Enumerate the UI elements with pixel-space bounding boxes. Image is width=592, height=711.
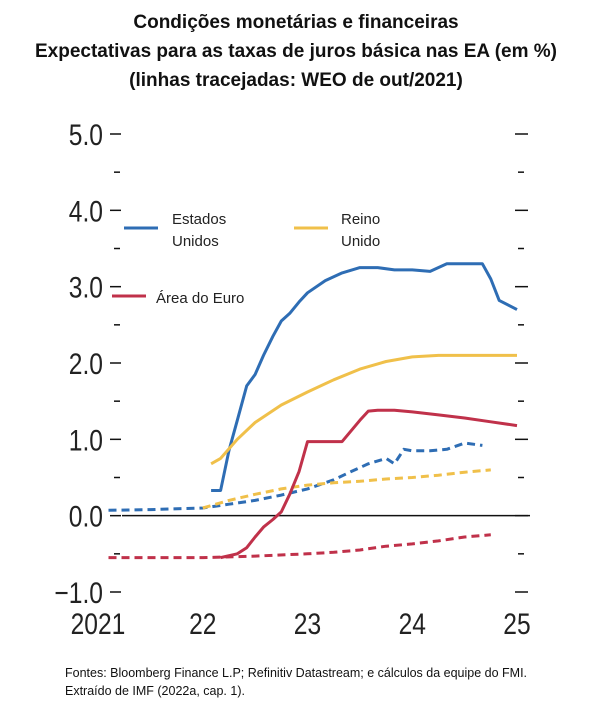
legend-label: Área do Euro [156, 290, 244, 307]
legend: Estados Unidos Reino Unido Área do Euro [112, 211, 380, 307]
source-note: Fontes: Bloomberg Finance L.P; Refinitiv… [65, 666, 528, 698]
series-line-reino-unido [210, 353, 517, 466]
legend-label-line: Reino [341, 211, 380, 228]
y-tick-label: 5.0 [69, 118, 103, 152]
y-tick-label: 2.0 [69, 347, 103, 381]
x-tick-label: 25 [503, 607, 530, 641]
title-line-2: Expectativas para as taxas de juros bási… [34, 41, 558, 62]
legend-label-line: Área do Euro [156, 290, 244, 307]
x-tick-label: 23 [294, 607, 321, 641]
title-line-3: (linhas tracejadas: WEO de out/2021) [129, 70, 463, 91]
x-tick-label: 24 [399, 607, 426, 641]
series-line-area-do-euro-weo-de-out-2021 [108, 533, 491, 560]
series-line-area-do-euro [220, 408, 518, 560]
y-tick-label: 0.0 [69, 499, 103, 533]
y-tick-label: −1.0 [54, 576, 103, 610]
legend-label-line: Unido [341, 233, 380, 250]
title-line-1: Condições monetárias e financeiras [133, 12, 459, 33]
series-line-estados-unidos-weo-de-out-2021 [108, 441, 483, 512]
chart-title: Condições monetárias e financeiras Expec… [0, 8, 592, 95]
y-tick-label: 4.0 [69, 194, 103, 228]
series-layer [108, 262, 518, 560]
y-tick-label: 1.0 [69, 423, 103, 457]
y-tick-label: 3.0 [69, 270, 103, 304]
x-tick-label: 2021 [71, 607, 126, 641]
legend-label-line: Estados [172, 211, 226, 228]
legend-label-line: Unidos [172, 233, 219, 250]
x-tick-label: 22 [189, 607, 216, 641]
legend-label: Estados Unidos [172, 211, 226, 250]
series-line-reino-unido-weo-de-out-2021 [202, 468, 491, 510]
series-line-estados-unidos [211, 262, 518, 492]
legend-label: Reino Unido [341, 211, 380, 250]
